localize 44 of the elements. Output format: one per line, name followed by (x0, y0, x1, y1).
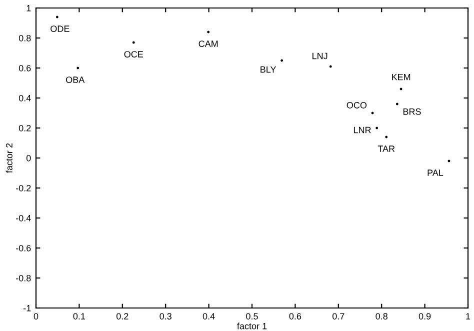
x-tick-label: 0.9 (418, 313, 431, 320)
x-tick-label: 0.2 (116, 313, 128, 320)
annotation: LNR (354, 126, 371, 134)
annotation: CAM (198, 40, 218, 47)
annotation: LNJ (312, 52, 328, 60)
point (376, 126, 378, 130)
point (385, 136, 388, 138)
x-tick-label: 1 (466, 313, 470, 320)
y-tick-label: -1 (24, 305, 31, 312)
y-tick-label: -0.8 (16, 274, 31, 282)
point (76, 66, 80, 70)
y-tick-label: 0.6 (18, 64, 31, 72)
annotation: OBA (66, 76, 85, 83)
point (396, 102, 398, 106)
y-axis-title: factor 2 (6, 143, 12, 173)
point (132, 41, 135, 44)
y-tick-label: -0.2 (16, 184, 31, 192)
y-tick-label: 0.4 (18, 94, 31, 102)
annotation: BLY (260, 66, 276, 73)
x-tick-label: 0.3 (160, 313, 172, 320)
annotation: OCE (124, 51, 144, 58)
y-tick-label: -0.6 (16, 244, 31, 252)
x-tick-label: 0 (34, 313, 38, 320)
y-tick-label: 0 (26, 154, 31, 162)
point (207, 30, 210, 34)
x-tick-label: 0.1 (73, 313, 86, 320)
annotation: BRS (403, 108, 421, 115)
annotation: TAR (378, 146, 395, 152)
x-axis-title: factor 1 (237, 322, 267, 330)
point (329, 65, 332, 68)
x-tick-label: 0.6 (289, 313, 302, 320)
y-tick-label: -0.4 (16, 214, 31, 222)
x-tick-label: 0.5 (246, 313, 258, 320)
annotation: ODE (50, 26, 70, 32)
x-tick-label: 0.8 (376, 313, 388, 320)
x-tick-label: 0.7 (332, 313, 344, 320)
point (56, 16, 58, 18)
y-tick-label: 0.2 (18, 124, 31, 132)
x-tick-label: 0.4 (202, 313, 215, 320)
annotation: PAL (428, 170, 444, 176)
y-tick-label: 0.8 (18, 34, 31, 42)
annotation: OCO (346, 102, 367, 108)
annotation: KEM (392, 74, 410, 80)
y-tick-label: 1 (26, 5, 31, 12)
